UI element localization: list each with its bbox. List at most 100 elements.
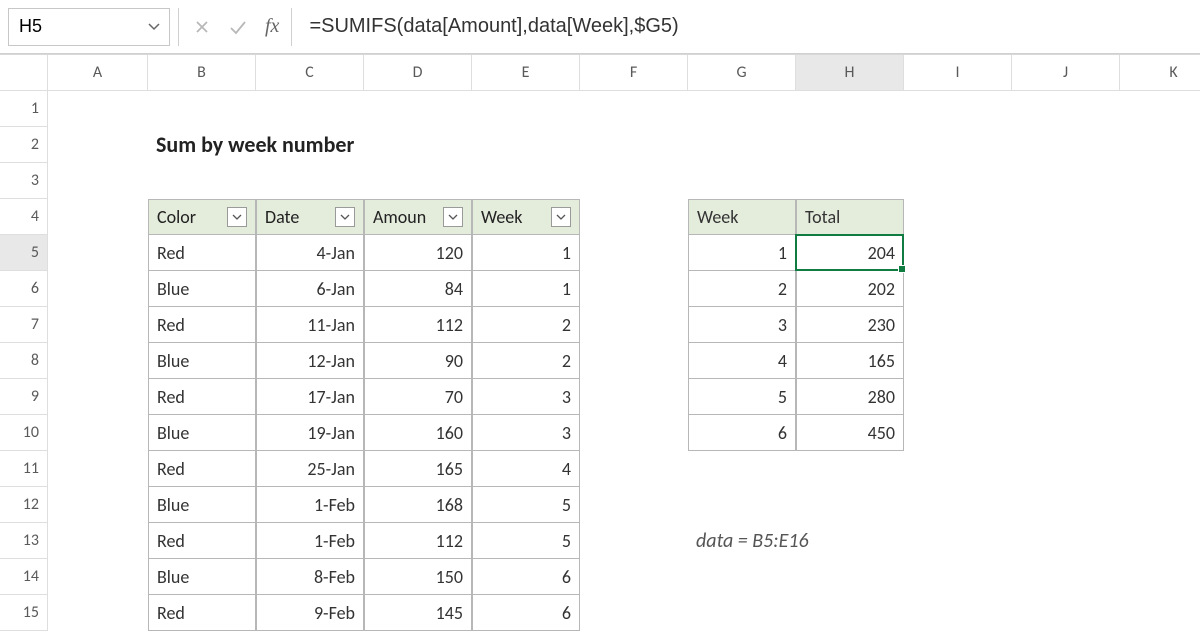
- cell-C14[interactable]: 8-Feb: [256, 559, 364, 595]
- cell-E3[interactable]: [472, 163, 580, 199]
- cell-G13[interactable]: data = B5:E16: [688, 523, 796, 559]
- filter-dropdown-icon[interactable]: [227, 207, 247, 227]
- cell-F4[interactable]: [580, 199, 688, 235]
- column-header-K[interactable]: K: [1120, 55, 1200, 91]
- formula-input[interactable]: [296, 8, 1192, 46]
- cell-H6[interactable]: 202: [796, 271, 904, 307]
- row-header-10[interactable]: 10: [0, 415, 48, 451]
- cell-J3[interactable]: [1012, 163, 1120, 199]
- cell-G5[interactable]: 1: [688, 235, 796, 271]
- cell-C11[interactable]: 25-Jan: [256, 451, 364, 487]
- cell-D1[interactable]: [364, 91, 472, 127]
- cell-B14[interactable]: Blue: [148, 559, 256, 595]
- cell-I9[interactable]: [904, 379, 1012, 415]
- cell-H14[interactable]: [796, 559, 904, 595]
- cell-K13[interactable]: [1120, 523, 1200, 559]
- cell-H7[interactable]: 230: [796, 307, 904, 343]
- cell-K1[interactable]: [1120, 91, 1200, 127]
- cell-C5[interactable]: 4-Jan: [256, 235, 364, 271]
- cell-K10[interactable]: [1120, 415, 1200, 451]
- cell-E1[interactable]: [472, 91, 580, 127]
- cell-C4[interactable]: Date: [256, 199, 364, 235]
- column-header-F[interactable]: F: [580, 55, 688, 91]
- filter-dropdown-icon[interactable]: [443, 207, 463, 227]
- cell-D5[interactable]: 120: [364, 235, 472, 271]
- cell-J4[interactable]: [1012, 199, 1120, 235]
- cell-D14[interactable]: 150: [364, 559, 472, 595]
- row-header-6[interactable]: 6: [0, 271, 48, 307]
- cell-B11[interactable]: Red: [148, 451, 256, 487]
- cell-G10[interactable]: 6: [688, 415, 796, 451]
- cell-E10[interactable]: 3: [472, 415, 580, 451]
- cell-E12[interactable]: 5: [472, 487, 580, 523]
- cell-G9[interactable]: 5: [688, 379, 796, 415]
- cell-J10[interactable]: [1012, 415, 1120, 451]
- cell-F8[interactable]: [580, 343, 688, 379]
- cell-E13[interactable]: 5: [472, 523, 580, 559]
- cell-I11[interactable]: [904, 451, 1012, 487]
- cell-J5[interactable]: [1012, 235, 1120, 271]
- cell-K6[interactable]: [1120, 271, 1200, 307]
- cell-F12[interactable]: [580, 487, 688, 523]
- select-all-corner[interactable]: [0, 55, 48, 91]
- cell-A1[interactable]: [48, 91, 148, 127]
- cell-A11[interactable]: [48, 451, 148, 487]
- cell-H13[interactable]: [796, 523, 904, 559]
- cell-K5[interactable]: [1120, 235, 1200, 271]
- cell-A7[interactable]: [48, 307, 148, 343]
- cell-J12[interactable]: [1012, 487, 1120, 523]
- cell-I15[interactable]: [904, 595, 1012, 631]
- row-header-3[interactable]: 3: [0, 163, 48, 199]
- cell-D6[interactable]: 84: [364, 271, 472, 307]
- row-header-13[interactable]: 13: [0, 523, 48, 559]
- cell-D13[interactable]: 112: [364, 523, 472, 559]
- cell-I13[interactable]: [904, 523, 1012, 559]
- cell-F15[interactable]: [580, 595, 688, 631]
- cell-A8[interactable]: [48, 343, 148, 379]
- cell-H12[interactable]: [796, 487, 904, 523]
- cell-C3[interactable]: [256, 163, 364, 199]
- cell-F5[interactable]: [580, 235, 688, 271]
- cell-I4[interactable]: [904, 199, 1012, 235]
- row-header-12[interactable]: 12: [0, 487, 48, 523]
- cancel-icon[interactable]: [189, 12, 215, 42]
- column-header-H[interactable]: H: [796, 55, 904, 91]
- name-box-input[interactable]: [9, 9, 139, 45]
- cell-F14[interactable]: [580, 559, 688, 595]
- cell-I8[interactable]: [904, 343, 1012, 379]
- cell-A10[interactable]: [48, 415, 148, 451]
- cell-F1[interactable]: [580, 91, 688, 127]
- enter-icon[interactable]: [225, 12, 251, 42]
- cell-C7[interactable]: 11-Jan: [256, 307, 364, 343]
- filter-dropdown-icon[interactable]: [551, 207, 571, 227]
- cell-C6[interactable]: 6-Jan: [256, 271, 364, 307]
- column-header-A[interactable]: A: [48, 55, 148, 91]
- cell-G7[interactable]: 3: [688, 307, 796, 343]
- cell-D7[interactable]: 112: [364, 307, 472, 343]
- cell-I7[interactable]: [904, 307, 1012, 343]
- cell-G4[interactable]: Week: [688, 199, 796, 235]
- cell-B5[interactable]: Red: [148, 235, 256, 271]
- cell-F6[interactable]: [580, 271, 688, 307]
- row-header-9[interactable]: 9: [0, 379, 48, 415]
- cell-H11[interactable]: [796, 451, 904, 487]
- cell-G8[interactable]: 4: [688, 343, 796, 379]
- cell-E15[interactable]: 6: [472, 595, 580, 631]
- cell-K11[interactable]: [1120, 451, 1200, 487]
- cell-F7[interactable]: [580, 307, 688, 343]
- row-header-5[interactable]: 5: [0, 235, 48, 271]
- cell-E14[interactable]: 6: [472, 559, 580, 595]
- cell-I2[interactable]: [904, 127, 1012, 163]
- cell-B3[interactable]: [148, 163, 256, 199]
- cell-H2[interactable]: [796, 127, 904, 163]
- cell-D3[interactable]: [364, 163, 472, 199]
- cell-G11[interactable]: [688, 451, 796, 487]
- row-header-4[interactable]: 4: [0, 199, 48, 235]
- row-header-11[interactable]: 11: [0, 451, 48, 487]
- cell-F2[interactable]: [580, 127, 688, 163]
- cell-E7[interactable]: 2: [472, 307, 580, 343]
- name-box[interactable]: [8, 8, 170, 46]
- cell-I1[interactable]: [904, 91, 1012, 127]
- cell-B1[interactable]: [148, 91, 256, 127]
- cell-J8[interactable]: [1012, 343, 1120, 379]
